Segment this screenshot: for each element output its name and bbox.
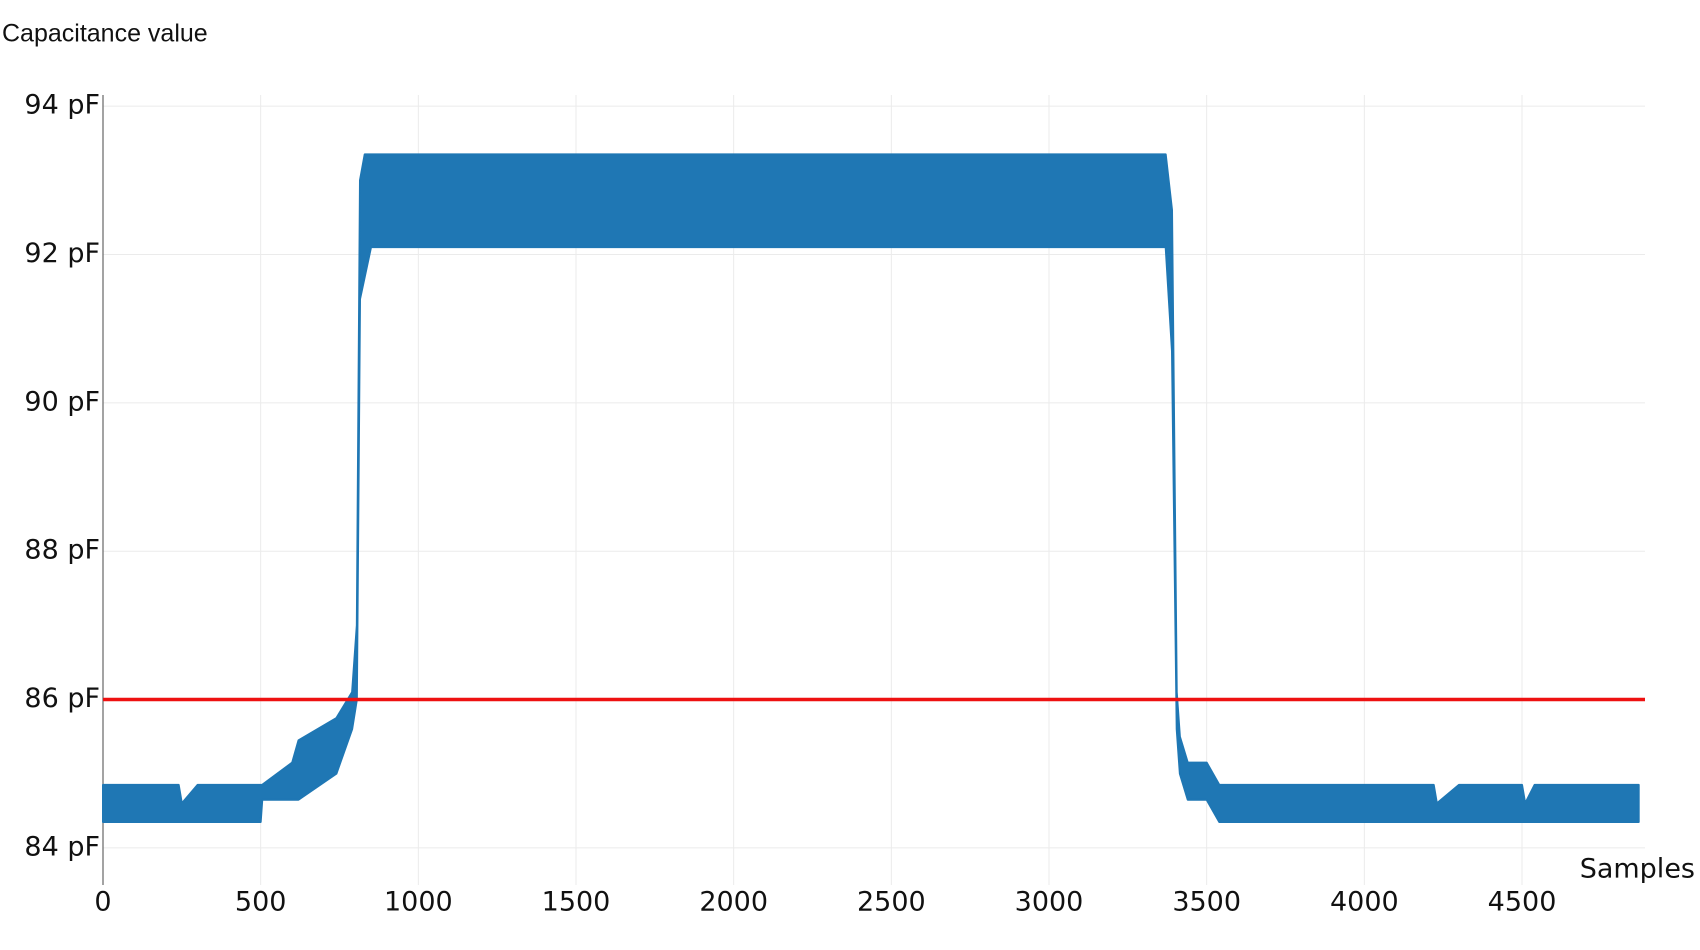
y-tick-label: 90 pF — [24, 386, 100, 417]
x-tick-label: 500 — [235, 887, 287, 918]
y-tick-label: 92 pF — [24, 238, 100, 269]
y-tick-label: 84 pF — [24, 831, 100, 862]
y-tick-label: 86 pF — [24, 683, 100, 714]
x-tick-label: 1000 — [384, 887, 453, 918]
x-tick-label: 3000 — [1015, 887, 1084, 918]
x-tick-label: 4500 — [1488, 887, 1557, 918]
y-tick-label: 94 pF — [24, 90, 100, 121]
x-tick-label: 3500 — [1172, 887, 1241, 918]
x-tick-label: 2000 — [699, 887, 768, 918]
x-tick-label: 1500 — [542, 887, 611, 918]
x-tick-label: 2500 — [857, 887, 926, 918]
y-tick-label: 88 pF — [24, 535, 100, 566]
x-tick-label: 0 — [94, 887, 111, 918]
x-axis-label: Samples — [1580, 854, 1695, 885]
signal-band — [102, 153, 1640, 823]
chart-title: Capacitance value — [2, 20, 208, 48]
x-tick-label: 4000 — [1330, 887, 1399, 918]
